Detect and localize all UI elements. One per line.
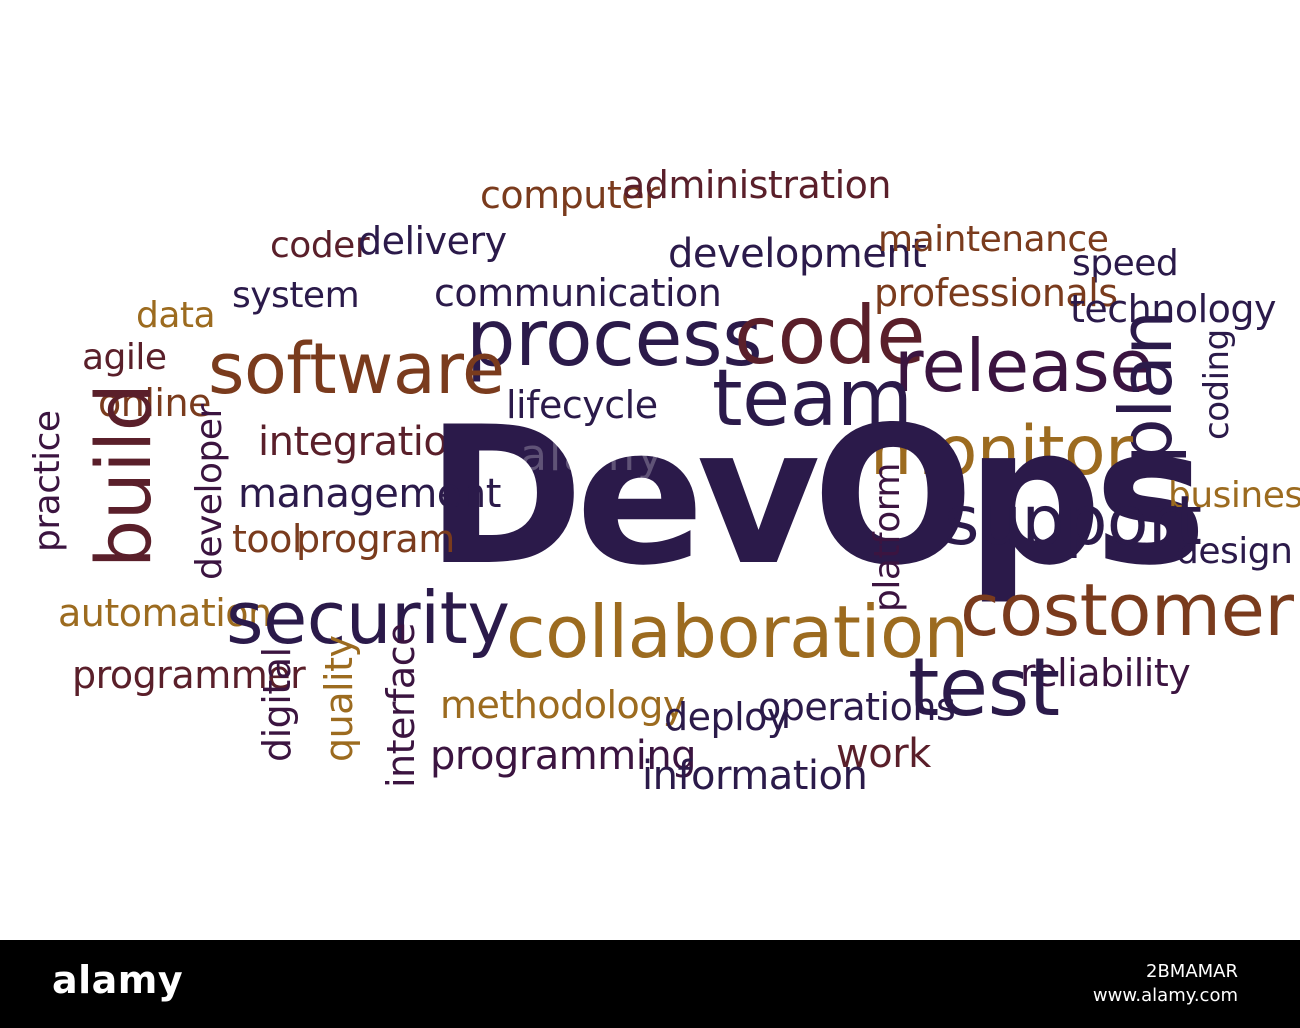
word-information: information [642,753,868,799]
footer-logo: alamy [52,958,184,1002]
word-team: team [712,354,913,444]
word-online: online [98,381,211,425]
word-cloud: computer administration coder delivery d… [27,163,1300,799]
word-design: design [1176,531,1293,572]
word-digital: digital [255,647,299,762]
word-communication: communication [434,271,722,315]
word-delivery: delivery [358,219,507,263]
word-process: process [466,294,763,384]
word-work: work [836,731,931,777]
word-reliability: reliability [1020,651,1191,695]
word-release: release [894,324,1154,408]
footer-site: www.alamy.com [1092,985,1238,1007]
word-developer: developer [189,404,230,580]
word-support: support [944,482,1202,561]
word-deploy: deploy [664,695,789,739]
word-build: build [79,383,168,568]
word-test: test [908,641,1060,734]
word-system: system [232,275,360,316]
word-tool: tool [232,517,302,561]
word-software: software [208,328,505,410]
word-security: security [226,576,510,660]
word-data: data [136,295,216,336]
word-management: management [238,471,501,517]
word-maintenance: maintenance [878,219,1109,260]
word-integration: integration [258,419,473,465]
word-speed: speed [1072,243,1179,284]
word-methodology: methodology [440,683,685,727]
word-programmer: programmer [72,653,306,697]
word-operations: operations [758,685,956,729]
word-computer: computer [480,173,660,217]
word-professionals: professionals [874,271,1118,315]
word-monitor: monitor [870,412,1133,491]
word-automation: automation [58,591,272,635]
watermark-text: alamy [520,430,666,481]
footer-bar: alamy 2BMAMAR www.alamy.com [0,940,1300,1028]
word-interface: interface [379,623,423,788]
word-practice: practice [27,410,68,552]
word-quality: quality [317,635,361,763]
word-administration: administration [622,163,892,207]
word-costomer: costomer [960,568,1294,652]
word-agile: agile [82,337,167,378]
word-devops: DevOps [426,386,1207,607]
word-lifecycle: lifecycle [506,383,658,427]
footer-image-id: 2BMAMAR [1146,961,1238,982]
footer-image-info: 2BMAMAR www.alamy.com [1093,960,1238,1009]
word-coding: coding [1197,329,1237,440]
word-program: program [296,517,455,561]
word-collaboration: collaboration [506,590,969,674]
word-technology: technology [1070,287,1277,331]
word-code: code [734,289,925,382]
word-coder: coder [270,225,370,266]
word-development: development [668,231,927,277]
word-programming: programming [430,733,697,779]
